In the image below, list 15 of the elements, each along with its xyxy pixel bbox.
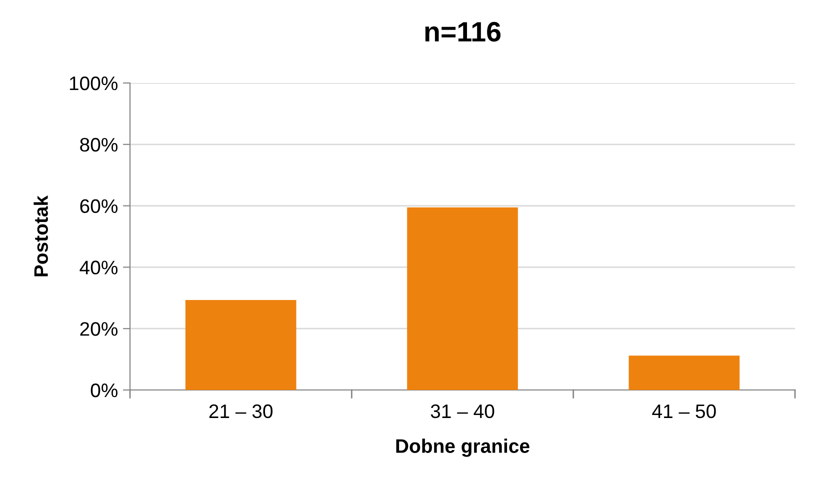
y-tick-label: 60% (80, 199, 118, 214)
y-tick-label: 0% (90, 383, 118, 398)
x-tick-label: 41 – 50 (652, 404, 716, 418)
x-tick-label: 21 – 30 (209, 404, 273, 418)
y-axis-title: Postotak (34, 195, 48, 276)
y-tick-label: 40% (80, 260, 118, 274)
x-tick-label: 31 – 40 (430, 404, 494, 418)
x-axis-title: Dobne granice (396, 438, 530, 457)
y-tick-label: 80% (80, 138, 118, 152)
y-tick-label: 20% (80, 322, 118, 336)
y-tick-label: 100% (70, 76, 118, 90)
bar (407, 207, 518, 390)
chart-title: n=116 (425, 22, 500, 42)
bar (185, 300, 296, 390)
bar (628, 356, 740, 390)
